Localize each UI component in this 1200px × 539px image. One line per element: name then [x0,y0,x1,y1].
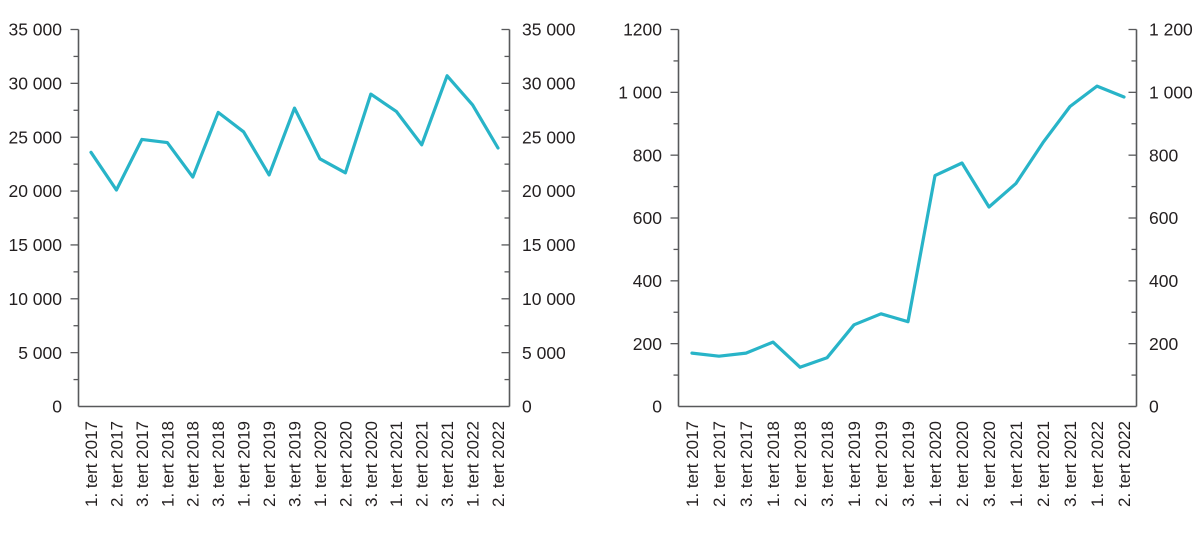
y-tick-label-right: 35 000 [522,20,576,40]
y-tick-label-left: 25 000 [8,127,62,147]
x-tick-label: 1. tert 2020 [311,421,330,507]
y-tick-label-left: 800 [633,145,662,165]
x-tick-label: 2. tert 2021 [413,421,432,507]
x-tick-label: 2. tert 2022 [1115,421,1134,507]
x-tick-label: 3. tert 2017 [737,421,756,507]
y-tick-label-left: 20 000 [8,181,62,201]
y-tick-label-right: 0 [1149,397,1159,417]
data-line [89,74,500,192]
x-tick-label: 2. tert 2020 [336,421,355,507]
y-tick-label-right: 200 [1149,334,1178,354]
y-tick-label-right: 5 000 [522,343,566,363]
y-tick-label-left: 5 000 [18,343,62,363]
x-tick-label: 3. tert 2021 [1061,421,1080,507]
x-tick-label: 3. tert 2020 [362,421,381,507]
y-tick-label-left: 10 000 [8,289,62,309]
y-tick-label-right: 600 [1149,208,1178,228]
x-tick-label: 2. tert 2017 [107,421,126,507]
y-tick-label-left: 0 [52,397,62,417]
x-tick-label: 2. tert 2018 [791,421,810,507]
x-tick-label: 1. tert 2020 [926,421,945,507]
x-tick-label: 1. tert 2019 [235,421,254,507]
left-chart: 0 0 5 000 5 000 10 000 10 000 15 000 15 000 20 0… [8,20,575,507]
x-tick-label: 1. tert 2019 [845,421,864,507]
x-tick-label: 1. tert 2021 [387,421,406,507]
y-tick-label-left: 200 [633,334,662,354]
x-tick-label: 1. tert 2022 [1088,421,1107,507]
x-tick-label: 1. tert 2022 [464,421,483,507]
x-tick-label: 2. tert 2019 [872,421,891,507]
x-tick-label: 2. tert 2019 [260,421,279,507]
y-tick-label-left: 600 [633,208,662,228]
x-tick-label: 1. tert 2017 [683,421,702,507]
y-tick-label-left: 35 000 [8,20,62,40]
x-tick-label: 2. tert 2021 [1034,421,1053,507]
x-tick-label: 3. tert 2021 [438,421,457,507]
y-tick-label-right: 25 000 [522,127,576,147]
x-tick-label: 3. tert 2019 [899,421,918,507]
x-tick-label: 3. tert 2019 [285,421,304,507]
y-tick-label-right: 20 000 [522,181,576,201]
x-tick-label: 2. tert 2020 [953,421,972,507]
y-tick-label-right: 1 000 [1149,82,1193,102]
y-tick-label-left: 400 [633,271,662,291]
y-tick-label-left: 15 000 [8,235,62,255]
y-tick-label-right: 30 000 [522,73,576,93]
y-tick-label-left: 1 000 [618,82,662,102]
y-tick-label-right: 0 [522,397,532,417]
x-tick-label: 1. tert 2021 [1007,421,1026,507]
right-chart: 0 0 200 200 400 400 600 600 800 800 1 000 1 000 1200… [618,20,1193,507]
x-tick-label: 3. tert 2018 [209,421,228,507]
x-tick-label: 3. tert 2020 [980,421,999,507]
x-tick-label: 1. tert 2018 [158,421,177,507]
y-tick-label-right: 800 [1149,145,1178,165]
y-tick-label-left: 1200 [623,20,662,40]
x-tick-label: 3. tert 2018 [818,421,837,507]
x-tick-label: 2. tert 2018 [184,421,203,507]
x-tick-label: 1. tert 2017 [82,421,101,507]
x-tick-label: 2. tert 2017 [710,421,729,507]
y-tick-label-right: 1 200 [1149,20,1193,40]
x-tick-label: 3. tert 2017 [133,421,152,507]
y-tick-label-right: 15 000 [522,235,576,255]
data-line [690,84,1126,369]
y-tick-label-right: 400 [1149,271,1178,291]
y-tick-label-left: 0 [652,397,662,417]
y-tick-label-right: 10 000 [522,289,576,309]
x-tick-label: 2. tert 2022 [489,421,508,507]
y-tick-label-left: 30 000 [8,73,62,93]
x-tick-label: 1. tert 2018 [764,421,783,507]
